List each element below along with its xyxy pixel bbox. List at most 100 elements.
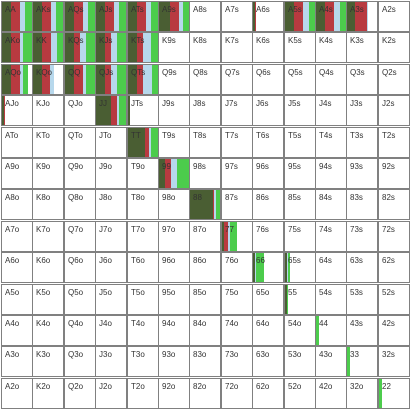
hand-cell-J3s[interactable]: J3s — [346, 95, 378, 126]
hand-cell-A8o[interactable]: A8o — [1, 189, 33, 220]
hand-cell-76o[interactable]: 76o — [221, 252, 253, 283]
hand-cell-A6s[interactable]: A6s — [252, 1, 284, 32]
hand-cell-99[interactable]: 99 — [158, 158, 190, 189]
hand-cell-65o[interactable]: 65o — [252, 284, 284, 315]
hand-cell-96s[interactable]: 96s — [252, 158, 284, 189]
hand-cell-83s[interactable]: 83s — [346, 189, 378, 220]
hand-cell-53o[interactable]: 53o — [284, 346, 316, 377]
hand-cell-55[interactable]: 55 — [284, 284, 316, 315]
hand-cell-Q6s[interactable]: Q6s — [252, 64, 284, 95]
hand-cell-K2s[interactable]: K2s — [378, 32, 410, 63]
hand-cell-43o[interactable]: 43o — [315, 346, 347, 377]
hand-cell-62s[interactable]: 62s — [378, 252, 410, 283]
hand-cell-J7s[interactable]: J7s — [221, 95, 253, 126]
hand-cell-K8o[interactable]: K8o — [32, 189, 64, 220]
hand-cell-87o[interactable]: 87o — [189, 221, 221, 252]
hand-cell-A9s[interactable]: A9s — [158, 1, 190, 32]
hand-cell-QTs[interactable]: QTs — [127, 64, 159, 95]
hand-cell-22[interactable]: 22 — [378, 378, 410, 409]
hand-cell-76s[interactable]: 76s — [252, 221, 284, 252]
hand-cell-J8o[interactable]: J8o — [95, 189, 127, 220]
hand-cell-K8s[interactable]: K8s — [189, 32, 221, 63]
hand-cell-93s[interactable]: 93s — [346, 158, 378, 189]
hand-cell-A6o[interactable]: A6o — [1, 252, 33, 283]
hand-cell-T5s[interactable]: T5s — [284, 127, 316, 158]
hand-cell-85o[interactable]: 85o — [189, 284, 221, 315]
hand-cell-JJ[interactable]: JJ — [95, 95, 127, 126]
hand-cell-T6o[interactable]: T6o — [127, 252, 159, 283]
hand-cell-T3o[interactable]: T3o — [127, 346, 159, 377]
hand-cell-K5s[interactable]: K5s — [284, 32, 316, 63]
hand-cell-QJo[interactable]: QJo — [64, 95, 96, 126]
hand-cell-J9s[interactable]: J9s — [158, 95, 190, 126]
hand-cell-97o[interactable]: 97o — [158, 221, 190, 252]
hand-cell-K7s[interactable]: K7s — [221, 32, 253, 63]
hand-cell-AKo[interactable]: AKo — [1, 32, 33, 63]
hand-cell-J4s[interactable]: J4s — [315, 95, 347, 126]
hand-cell-A8s[interactable]: A8s — [189, 1, 221, 32]
hand-cell-AJs[interactable]: AJs — [95, 1, 127, 32]
hand-cell-82o[interactable]: 82o — [189, 378, 221, 409]
hand-cell-T7s[interactable]: T7s — [221, 127, 253, 158]
hand-cell-K6s[interactable]: K6s — [252, 32, 284, 63]
hand-cell-T2s[interactable]: T2s — [378, 127, 410, 158]
hand-cell-Q9s[interactable]: Q9s — [158, 64, 190, 95]
hand-cell-K2o[interactable]: K2o — [32, 378, 64, 409]
hand-cell-Q2o[interactable]: Q2o — [64, 378, 96, 409]
hand-cell-KK[interactable]: KK — [32, 32, 64, 63]
hand-cell-86s[interactable]: 86s — [252, 189, 284, 220]
hand-cell-87s[interactable]: 87s — [221, 189, 253, 220]
hand-cell-J5o[interactable]: J5o — [95, 284, 127, 315]
hand-cell-T9s[interactable]: T9s — [158, 127, 190, 158]
hand-cell-JTs[interactable]: JTs — [127, 95, 159, 126]
hand-cell-K3s[interactable]: K3s — [346, 32, 378, 63]
hand-cell-ATo[interactable]: ATo — [1, 127, 33, 158]
hand-cell-95o[interactable]: 95o — [158, 284, 190, 315]
hand-cell-72o[interactable]: 72o — [221, 378, 253, 409]
hand-cell-K7o[interactable]: K7o — [32, 221, 64, 252]
hand-cell-Q7s[interactable]: Q7s — [221, 64, 253, 95]
hand-cell-63o[interactable]: 63o — [252, 346, 284, 377]
hand-cell-AQo[interactable]: AQo — [1, 64, 33, 95]
hand-cell-54o[interactable]: 54o — [284, 315, 316, 346]
hand-cell-K3o[interactable]: K3o — [32, 346, 64, 377]
hand-cell-T4o[interactable]: T4o — [127, 315, 159, 346]
hand-cell-42s[interactable]: 42s — [378, 315, 410, 346]
hand-cell-98o[interactable]: 98o — [158, 189, 190, 220]
hand-cell-AJo[interactable]: AJo — [1, 95, 33, 126]
hand-cell-K4o[interactable]: K4o — [32, 315, 64, 346]
hand-cell-KJs[interactable]: KJs — [95, 32, 127, 63]
hand-cell-96o[interactable]: 96o — [158, 252, 190, 283]
hand-cell-A5o[interactable]: A5o — [1, 284, 33, 315]
hand-cell-Q9o[interactable]: Q9o — [64, 158, 96, 189]
hand-cell-54s[interactable]: 54s — [315, 284, 347, 315]
hand-cell-32s[interactable]: 32s — [378, 346, 410, 377]
hand-cell-77[interactable]: 77 — [221, 221, 253, 252]
hand-cell-33[interactable]: 33 — [346, 346, 378, 377]
hand-cell-97s[interactable]: 97s — [221, 158, 253, 189]
hand-cell-83o[interactable]: 83o — [189, 346, 221, 377]
hand-cell-Q4s[interactable]: Q4s — [315, 64, 347, 95]
hand-cell-AQs[interactable]: AQs — [64, 1, 96, 32]
hand-cell-86o[interactable]: 86o — [189, 252, 221, 283]
hand-cell-A7o[interactable]: A7o — [1, 221, 33, 252]
hand-cell-75s[interactable]: 75s — [284, 221, 316, 252]
hand-cell-64s[interactable]: 64s — [315, 252, 347, 283]
hand-cell-Q2s[interactable]: Q2s — [378, 64, 410, 95]
hand-cell-J6o[interactable]: J6o — [95, 252, 127, 283]
hand-cell-A9o[interactable]: A9o — [1, 158, 33, 189]
hand-cell-T2o[interactable]: T2o — [127, 378, 159, 409]
hand-cell-T3s[interactable]: T3s — [346, 127, 378, 158]
hand-cell-J7o[interactable]: J7o — [95, 221, 127, 252]
hand-cell-Q3o[interactable]: Q3o — [64, 346, 96, 377]
hand-cell-43s[interactable]: 43s — [346, 315, 378, 346]
hand-cell-72s[interactable]: 72s — [378, 221, 410, 252]
hand-cell-94o[interactable]: 94o — [158, 315, 190, 346]
hand-cell-84s[interactable]: 84s — [315, 189, 347, 220]
hand-cell-J9o[interactable]: J9o — [95, 158, 127, 189]
hand-cell-98s[interactable]: 98s — [189, 158, 221, 189]
hand-cell-K6o[interactable]: K6o — [32, 252, 64, 283]
hand-cell-Q5s[interactable]: Q5s — [284, 64, 316, 95]
hand-cell-88[interactable]: 88 — [189, 189, 221, 220]
hand-cell-92s[interactable]: 92s — [378, 158, 410, 189]
